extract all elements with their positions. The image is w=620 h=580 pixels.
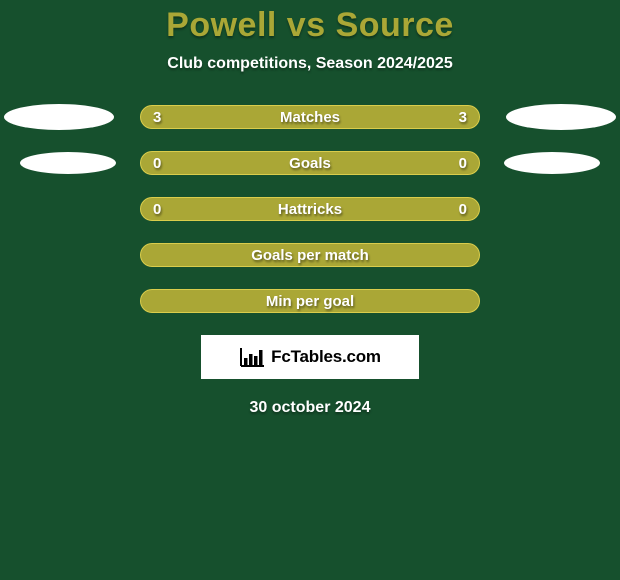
stat-bar: Goals per match [140, 243, 480, 267]
stat-value-left: 3 [153, 109, 161, 126]
date-text: 30 october 2024 [0, 399, 620, 417]
logo-text: FcTables.com [271, 347, 381, 367]
stat-row: Goals per match [0, 243, 620, 267]
title-right: Source [336, 6, 454, 44]
stat-row: 3Matches3 [0, 105, 620, 129]
stat-value-right: 0 [459, 155, 467, 172]
stat-row: 0Hattricks0 [0, 197, 620, 221]
subtitle: Club competitions, Season 2024/2025 [0, 55, 620, 73]
stat-rows: 3Matches30Goals00Hattricks0Goals per mat… [0, 105, 620, 313]
stat-label: Goals [141, 155, 479, 172]
source-logo: FcTables.com [201, 335, 419, 379]
title-left: Powell [166, 6, 277, 44]
stat-value-left: 0 [153, 201, 161, 218]
page-title: Powell vs Source [0, 0, 620, 45]
stat-row: 0Goals0 [0, 151, 620, 175]
stat-label: Hattricks [141, 201, 479, 218]
placeholder-ellipse-left [4, 104, 114, 130]
stat-row: Min per goal [0, 289, 620, 313]
placeholder-ellipse-right [504, 152, 600, 174]
placeholder-ellipse-right [506, 104, 616, 130]
stat-value-right: 3 [459, 109, 467, 126]
title-vs: vs [287, 6, 326, 44]
stat-value-left: 0 [153, 155, 161, 172]
bar-chart-icon [239, 346, 265, 368]
stat-bar: 3Matches3 [140, 105, 480, 129]
stat-bar: 0Goals0 [140, 151, 480, 175]
comparison-card: Powell vs Source Club competitions, Seas… [0, 0, 620, 580]
placeholder-ellipse-left [20, 152, 116, 174]
stat-label: Goals per match [141, 247, 479, 264]
stat-bar: Min per goal [140, 289, 480, 313]
stat-value-right: 0 [459, 201, 467, 218]
stat-label: Min per goal [141, 293, 479, 310]
stat-label: Matches [141, 109, 479, 126]
stat-bar: 0Hattricks0 [140, 197, 480, 221]
